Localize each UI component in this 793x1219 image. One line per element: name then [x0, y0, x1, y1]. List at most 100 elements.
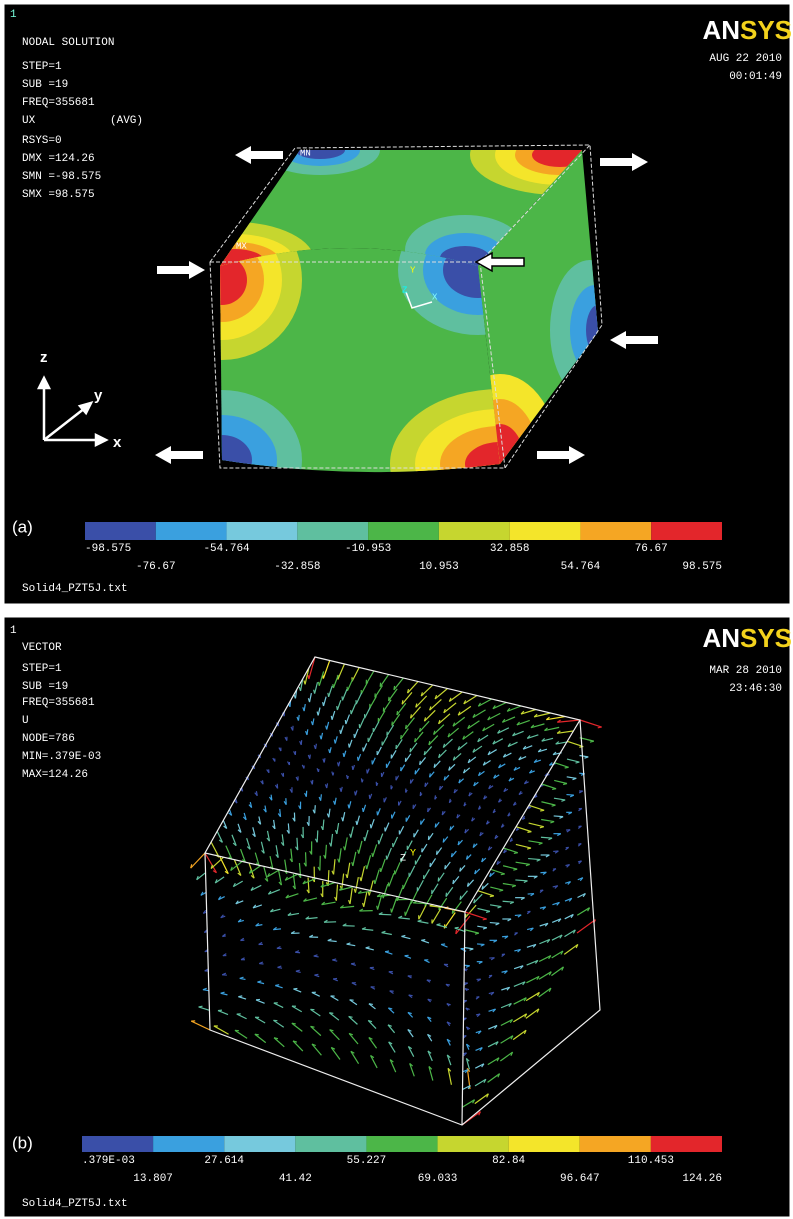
vector-arrow	[551, 966, 564, 977]
vector-arrow	[464, 829, 467, 834]
vector-arrow	[217, 1009, 223, 1012]
vector-arrow	[429, 698, 442, 711]
vector-arrow	[525, 1008, 540, 1019]
vector-arrow	[450, 852, 453, 858]
vector-arrow	[452, 716, 466, 727]
legend-label: 10.953	[419, 561, 459, 573]
vector-arrow	[434, 795, 437, 800]
vector-arrow	[384, 951, 393, 955]
vector-arrow	[273, 1019, 285, 1028]
legend-label: 41.42	[279, 1173, 312, 1185]
vector-arrow	[579, 754, 589, 758]
vector-arrow	[433, 730, 436, 735]
vector-arrow	[555, 741, 568, 745]
vector-arrow	[582, 893, 586, 898]
vector-arrow	[377, 894, 383, 910]
vector-arrow	[381, 735, 389, 746]
vector-arrow	[409, 1062, 414, 1067]
vector-arrow	[492, 808, 496, 814]
vector-arrow	[409, 714, 413, 719]
vector-arrow	[509, 901, 514, 905]
vector-arrow	[298, 863, 302, 878]
vector-arrow	[314, 682, 319, 694]
vector-arrow	[348, 1015, 358, 1025]
vector-arrow	[552, 751, 557, 756]
vector-arrow	[252, 904, 257, 909]
vector-arrow	[559, 934, 563, 939]
vector-arrow	[196, 875, 199, 881]
info-line: FREQ=355681	[22, 97, 95, 109]
vector-arrow	[482, 727, 486, 732]
vector-arrow	[291, 1005, 303, 1013]
vector-arrow	[472, 1099, 476, 1104]
vector-arrow	[428, 1066, 434, 1081]
vector-arrow	[415, 703, 418, 708]
info-line: MAX=124.26	[22, 769, 88, 781]
vector-arrow	[295, 776, 299, 781]
legend-label: 82.84	[492, 1155, 525, 1167]
vector-arrow	[283, 800, 287, 805]
vector-arrow	[287, 912, 300, 916]
vector-arrow	[408, 1045, 413, 1050]
vector-arrow	[446, 1021, 451, 1025]
vector-arrow	[504, 935, 509, 939]
vector-arrow	[442, 838, 445, 843]
origin-label: Z	[402, 285, 408, 295]
vector-arrow	[526, 959, 539, 966]
vector-arrow	[435, 850, 438, 855]
box-outline	[204, 656, 601, 1126]
vector-arrow	[528, 822, 544, 828]
window-number: 1	[10, 625, 17, 637]
vector-arrow	[512, 730, 524, 737]
time: 23:46:30	[729, 683, 782, 695]
vector-arrow	[579, 877, 584, 882]
vector-arrow	[409, 1063, 415, 1077]
vector-arrow	[254, 852, 260, 866]
vector-arrow	[461, 1099, 475, 1108]
vector-arrow	[479, 831, 482, 837]
vector-arrow	[232, 880, 244, 888]
vector-arrow	[407, 1028, 412, 1032]
vector-arrow	[327, 938, 332, 942]
vector-arrow	[511, 884, 516, 888]
vector-arrow	[221, 933, 226, 937]
vector-arrow	[387, 1007, 395, 1014]
vector-arrow	[323, 919, 328, 923]
vector-arrow	[444, 861, 451, 870]
vector-arrow	[423, 709, 436, 722]
vector-arrow	[486, 1093, 489, 1098]
vector-arrow	[369, 824, 372, 829]
vector-arrow	[564, 929, 576, 938]
vector-arrow	[394, 862, 401, 875]
vector-arrow	[572, 777, 577, 781]
marker-label: MX	[236, 241, 247, 251]
legend-swatch	[368, 522, 439, 540]
vector-arrow	[524, 1013, 528, 1018]
vector-arrow	[517, 948, 521, 953]
vector-arrow	[448, 691, 463, 702]
vector-arrow	[352, 851, 357, 867]
vector-arrow	[359, 908, 364, 912]
vector-arrow	[290, 726, 294, 731]
vector-arrow	[494, 1025, 498, 1029]
vector-arrow	[305, 917, 318, 920]
vector-arrow	[528, 840, 543, 844]
vector-arrow	[393, 677, 404, 691]
vector-arrow	[295, 846, 299, 851]
vector-arrow	[317, 681, 320, 686]
vector-arrow	[350, 962, 356, 965]
vector-arrow	[539, 889, 544, 893]
vector-arrow	[360, 866, 366, 882]
vector-arrow	[488, 784, 492, 790]
vector-arrow	[427, 832, 434, 841]
vector-arrow	[479, 1047, 483, 1052]
vector-arrow	[523, 997, 527, 1002]
vector-arrow	[261, 849, 265, 854]
vector-arrow	[302, 877, 317, 885]
vector-arrow	[466, 1026, 471, 1030]
vector-arrow	[507, 742, 511, 747]
vector-arrow	[519, 965, 524, 970]
vector-arrow	[330, 833, 334, 847]
vector-arrow	[289, 858, 293, 863]
vector-arrow	[477, 734, 489, 743]
